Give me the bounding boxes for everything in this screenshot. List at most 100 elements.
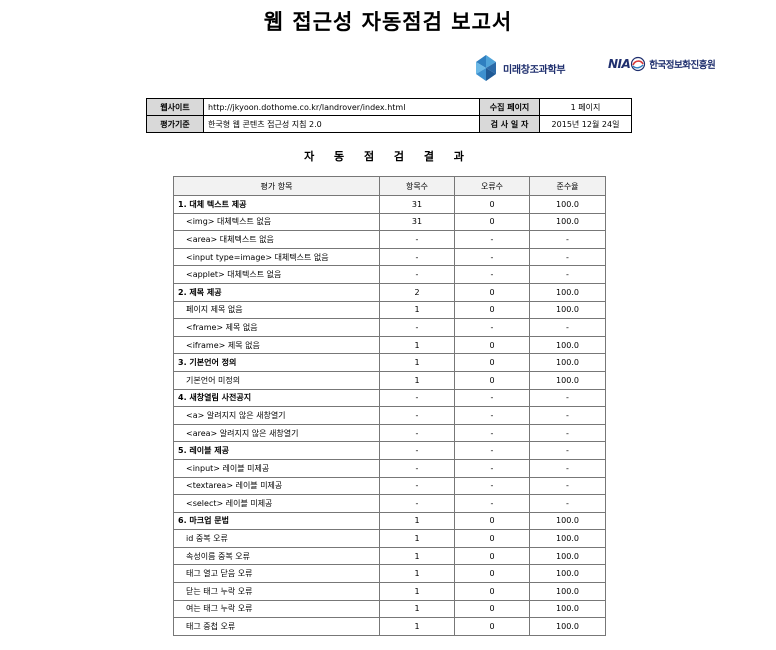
item-errors: 0 (454, 599, 530, 619)
item-rate: - (529, 458, 606, 478)
item-name: <iframe> 제목 없음 (173, 335, 380, 355)
item-count: - (379, 388, 455, 408)
item-errors: 0 (454, 582, 530, 601)
info-row-criteria: 평가기준 한국형 웹 콘텐츠 접근성 지침 2.0 검 사 일 자 2015년 … (146, 115, 632, 133)
table-row: 태그 열고 닫음 오류 1 0 100.0 (173, 564, 606, 584)
table-row: 닫는 태그 누락 오류 1 0 100.0 (173, 582, 606, 601)
table-row: <a> 알려지지 않은 새창열기 - - - (173, 406, 606, 425)
table-row: 태그 중첩 오류 1 0 100.0 (173, 617, 606, 636)
item-rate: - (529, 441, 606, 460)
item-rate: 100.0 (529, 582, 606, 601)
table-row: <input type=image> 대체텍스트 없음 - - - (173, 247, 606, 267)
msit-logo-text: 미래창조과학부 (503, 64, 566, 76)
item-name: <input> 레이블 미제공 (173, 458, 380, 478)
nia-swirl-icon (631, 56, 646, 72)
item-errors: - (454, 423, 530, 443)
item-name: 5. 레이블 제공 (173, 441, 380, 460)
item-name: <textarea> 레이블 미제공 (173, 476, 380, 496)
item-rate: 100.0 (529, 564, 606, 584)
item-name: <select> 레이블 미제공 (173, 494, 380, 513)
item-rate: - (529, 494, 606, 513)
item-name: 속성이름 중복 오류 (173, 546, 380, 566)
item-name: 3. 기본언어 정의 (173, 353, 380, 372)
item-rate: 100.0 (529, 212, 606, 232)
item-count: 31 (379, 195, 455, 214)
msit-logo: 미래창조과학부 (472, 54, 566, 82)
item-errors: 0 (454, 353, 530, 372)
item-name: id 중복 오류 (173, 529, 380, 548)
item-count: 1 (379, 617, 455, 636)
item-errors: 0 (454, 282, 530, 302)
item-errors: 0 (454, 335, 530, 355)
item-rate: - (529, 247, 606, 267)
item-errors: 0 (454, 617, 530, 636)
item-rate: - (529, 388, 606, 408)
item-errors: - (454, 230, 530, 249)
item-name: <applet> 대체텍스트 없음 (173, 265, 380, 284)
item-errors: - (454, 247, 530, 267)
header-rate: 준수율 (529, 176, 606, 196)
item-errors: 0 (454, 564, 530, 584)
item-count: 2 (379, 282, 455, 302)
item-rate: 100.0 (529, 335, 606, 355)
criteria-value: 한국형 웹 콘텐츠 접근성 지침 2.0 (203, 115, 480, 133)
item-count: 1 (379, 599, 455, 619)
date-value: 2015년 12월 24일 (539, 115, 632, 133)
item-errors: 0 (454, 546, 530, 566)
header-count: 항목수 (379, 176, 455, 196)
item-name: 태그 중첩 오류 (173, 617, 380, 636)
item-count: - (379, 318, 455, 337)
criteria-label: 평가기준 (146, 115, 204, 133)
item-errors: - (454, 265, 530, 284)
item-rate: 100.0 (529, 195, 606, 214)
item-name: <frame> 제목 없음 (173, 318, 380, 337)
item-errors: - (454, 388, 530, 408)
item-count: - (379, 406, 455, 425)
report-info-table: 웹사이트 http://jkyoon.dothome.co.kr/landrov… (146, 98, 632, 133)
table-row: <applet> 대체텍스트 없음 - - - (173, 265, 606, 284)
nia-logo: NIA 한국정보화진흥원 (608, 56, 716, 72)
table-row: 기본언어 미정의 1 0 100.0 (173, 370, 606, 390)
nia-logo-text: 한국정보화진흥원 (649, 60, 716, 71)
table-row: <area> 대체텍스트 없음 - - - (173, 230, 606, 249)
table-row: 속성이름 중복 오류 1 0 100.0 (173, 546, 606, 566)
table-row: <select> 레이블 미제공 - - - (173, 494, 606, 513)
category-row: 3. 기본언어 정의 1 0 100.0 (173, 353, 606, 372)
item-errors: 0 (454, 370, 530, 390)
table-row: id 중복 오류 1 0 100.0 (173, 529, 606, 548)
table-row: 여는 태그 누락 오류 1 0 100.0 (173, 599, 606, 619)
category-row: 1. 대체 텍스트 제공 31 0 100.0 (173, 195, 606, 214)
item-rate: 100.0 (529, 282, 606, 302)
item-errors: 0 (454, 195, 530, 214)
website-url: http://jkyoon.dothome.co.kr/landrover/in… (203, 98, 480, 116)
item-name: 태그 열고 닫음 오류 (173, 564, 380, 584)
item-count: 1 (379, 511, 455, 531)
item-errors: - (454, 406, 530, 425)
item-rate: - (529, 423, 606, 443)
results-body: 1. 대체 텍스트 제공 31 0 100.0 <img> 대체텍스트 없음 31 0 100… (173, 195, 606, 636)
results-header-row: 평가 항목 항목수 오류수 준수율 (173, 176, 606, 196)
section-title: 자 동 점 검 결 과 (304, 150, 472, 163)
item-errors: - (454, 458, 530, 478)
item-name: <a> 알려지지 않은 새창열기 (173, 406, 380, 425)
header-item: 평가 항목 (173, 176, 380, 196)
item-name: <area> 알려지지 않은 새창열기 (173, 423, 380, 443)
item-name: 페이지 제목 없음 (173, 300, 380, 320)
table-row: <input> 레이블 미제공 - - - (173, 458, 606, 478)
table-row: <area> 알려지지 않은 새창열기 - - - (173, 423, 606, 443)
item-count: 1 (379, 300, 455, 320)
item-errors: - (454, 441, 530, 460)
item-rate: 100.0 (529, 599, 606, 619)
item-errors: 0 (454, 300, 530, 320)
nia-logo-mark: NIA (608, 57, 631, 71)
category-row: 4. 새창열림 사전공지 - - - (173, 388, 606, 408)
report-title: 웹 접근성 자동점검 보고서 (263, 10, 513, 34)
item-count: 1 (379, 370, 455, 390)
item-name: 기본언어 미정의 (173, 370, 380, 390)
pages-value: 1 페이지 (539, 98, 632, 116)
item-rate: - (529, 476, 606, 496)
item-count: - (379, 441, 455, 460)
item-count: - (379, 265, 455, 284)
category-row: 5. 레이블 제공 - - - (173, 441, 606, 460)
item-count: - (379, 247, 455, 267)
